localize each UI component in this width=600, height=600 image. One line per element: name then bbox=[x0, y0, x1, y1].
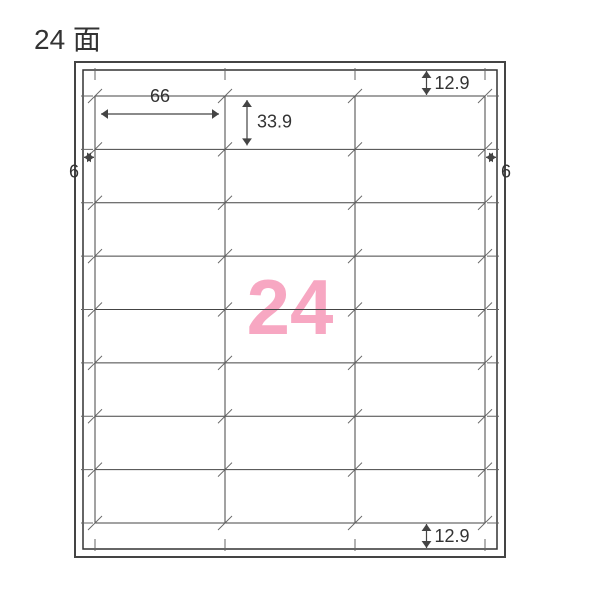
arrowhead-icon bbox=[422, 88, 432, 95]
page-title: 24 面 bbox=[34, 18, 101, 58]
arrowhead-icon bbox=[422, 541, 432, 548]
watermark-number: 24 bbox=[247, 263, 334, 351]
dim-label: 6 bbox=[501, 161, 511, 181]
dim-label: 12.9 bbox=[435, 526, 470, 546]
dim-label: 33.9 bbox=[257, 111, 292, 131]
dim-label: 6 bbox=[69, 161, 79, 181]
arrowhead-icon bbox=[101, 109, 108, 119]
arrowhead-icon bbox=[422, 71, 432, 78]
arrowhead-icon bbox=[212, 109, 219, 119]
arrowhead-icon bbox=[422, 524, 432, 531]
arrowhead-icon bbox=[242, 138, 252, 145]
diagram-canvas: 246633.912.912.966 bbox=[0, 0, 600, 600]
dim-label: 12.9 bbox=[435, 73, 470, 93]
arrowhead-icon bbox=[242, 100, 252, 107]
dim-label: 66 bbox=[150, 86, 170, 106]
